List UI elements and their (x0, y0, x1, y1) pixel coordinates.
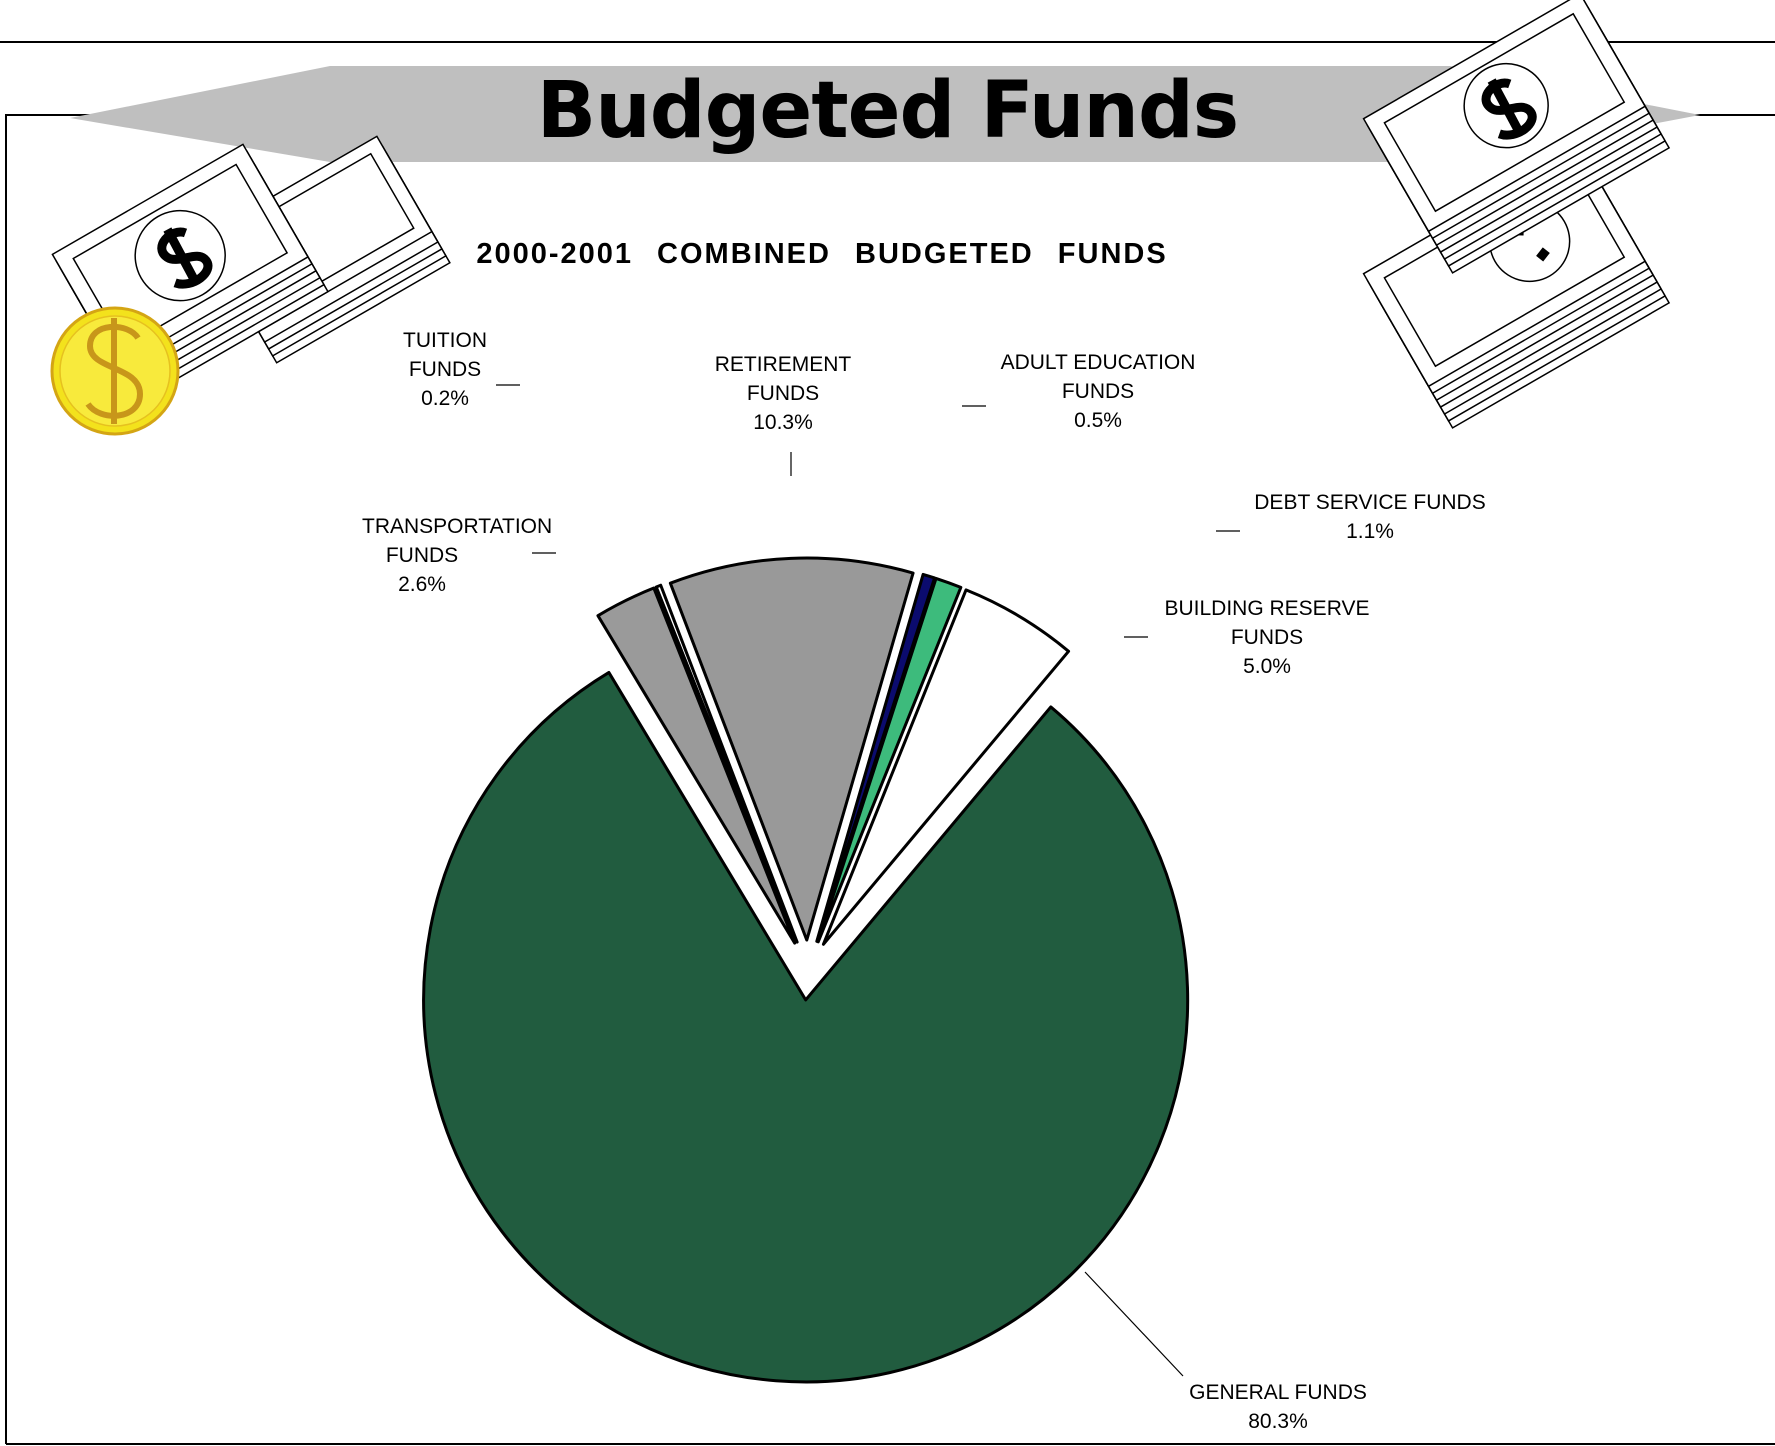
pie-slice (422, 670, 1190, 1384)
category-label: TRANSPORTATION FUNDS (362, 515, 553, 567)
pie (422, 556, 1190, 1384)
value-label: 2.6% (398, 573, 446, 596)
category-label: DEBT SERVICE FUNDS (1254, 491, 1486, 514)
data-label: RETIREMENT FUNDS 10.3% (690, 350, 876, 437)
pie-slice (668, 556, 915, 942)
value-label: 5.0% (1243, 655, 1291, 678)
data-label: TUITION FUNDS 0.2% (380, 326, 510, 413)
category-label: ADULT EDUCATION FUNDS (1000, 351, 1196, 403)
pie-slice (596, 586, 797, 945)
banner (70, 66, 1700, 162)
pie-slice (815, 572, 937, 943)
category-label: GENERAL FUNDS (1189, 1381, 1367, 1404)
value-label: 10.3% (753, 411, 813, 434)
data-label: DEBT SERVICE FUNDS 1.1% (1220, 488, 1520, 546)
data-label: TRANSPORTATION FUNDS 2.6% (362, 512, 553, 599)
coin-icon (50, 306, 180, 436)
value-label: 0.5% (1074, 409, 1122, 432)
banner-title: Budgeted Funds (536, 66, 1239, 156)
value-label: 80.3% (1248, 1410, 1308, 1433)
category-label: BUILDING RESERVE FUNDS (1164, 597, 1370, 649)
money-stack (1362, 0, 1671, 274)
chart-title: 2000-2001 COMBINED BUDGETED FUNDS (476, 238, 1168, 270)
money-stack (1362, 147, 1671, 429)
category-label: TUITION FUNDS (403, 329, 487, 381)
value-label: 0.2% (421, 387, 469, 410)
pie-slice (654, 583, 799, 944)
category-label: RETIREMENT FUNDS (714, 353, 852, 405)
value-label: 1.1% (1346, 520, 1394, 543)
data-label: BUILDING RESERVE FUNDS 5.0% (1133, 594, 1401, 681)
data-label: ADULT EDUCATION FUNDS 0.5% (965, 348, 1231, 435)
data-label: GENERAL FUNDS 80.3% (1150, 1378, 1406, 1436)
pie-slice (821, 588, 1071, 946)
pie-slice (816, 576, 963, 944)
leader-line (1084, 1271, 1184, 1377)
